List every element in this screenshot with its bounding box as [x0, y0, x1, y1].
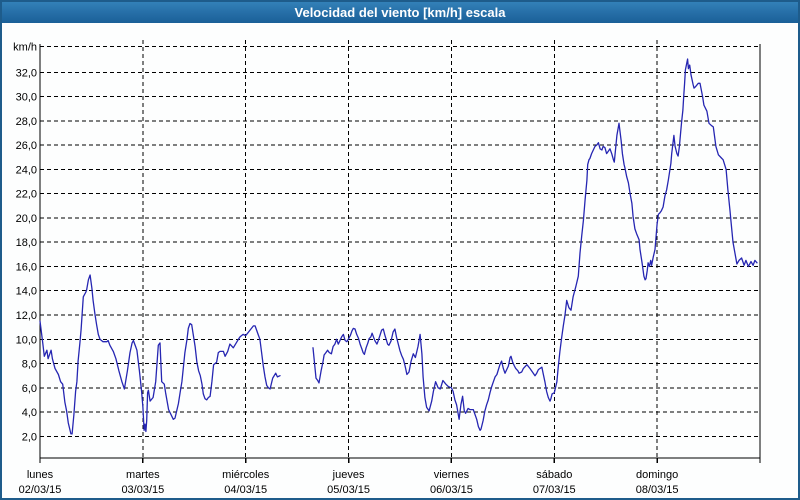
y-tick-label: 28,0 [16, 116, 37, 128]
y-tick-label: 14,0 [16, 286, 37, 298]
day-name-label: domingo [636, 469, 678, 481]
y-tick-label: 4,0 [22, 407, 37, 419]
day-date-label: 05/03/15 [327, 484, 370, 496]
y-tick-label: 18,0 [16, 237, 37, 249]
y-tick-label: 30,0 [16, 92, 37, 104]
day-date-label: 08/03/15 [636, 484, 679, 496]
chart-title-bar: Velocidad del viento [km/h] escala [2, 2, 798, 23]
y-tick-label: 12,0 [16, 310, 37, 322]
day-name-label: viernes [434, 469, 470, 481]
y-tick-label: 8,0 [22, 359, 37, 371]
day-name-label: jueves [332, 469, 365, 481]
day-date-label: 06/03/15 [430, 484, 473, 496]
day-name-label: lunes [27, 469, 54, 481]
day-date-label: 03/03/15 [121, 484, 164, 496]
day-date-label: 07/03/15 [533, 484, 576, 496]
chart-title: Velocidad del viento [km/h] escala [294, 5, 506, 20]
y-tick-label: 22,0 [16, 189, 37, 201]
y-tick-label: 2,0 [22, 431, 37, 443]
y-tick-label: 26,0 [16, 140, 37, 152]
y-tick-label: 6,0 [22, 383, 37, 395]
day-date-label: 02/03/15 [19, 484, 62, 496]
y-tick-label: 32,0 [16, 67, 37, 79]
day-name-label: martes [126, 469, 160, 481]
day-name-label: miércoles [222, 469, 270, 481]
wind-speed-chart: km/h 2,0 4,0 6,0 8,0 10,0 12,0 14,0 16,0 18,0 20,0… [2, 23, 798, 498]
y-axis-unit-label: km/h [13, 41, 37, 53]
y-tick-label: 20,0 [16, 213, 37, 225]
wind-speed-line [39, 58, 758, 435]
day-name-label: sábado [536, 469, 572, 481]
y-tick-label: 10,0 [16, 334, 37, 346]
y-tick-label: 24,0 [16, 164, 37, 176]
y-tick-label: 16,0 [16, 261, 37, 273]
day-date-label: 04/03/15 [224, 484, 267, 496]
